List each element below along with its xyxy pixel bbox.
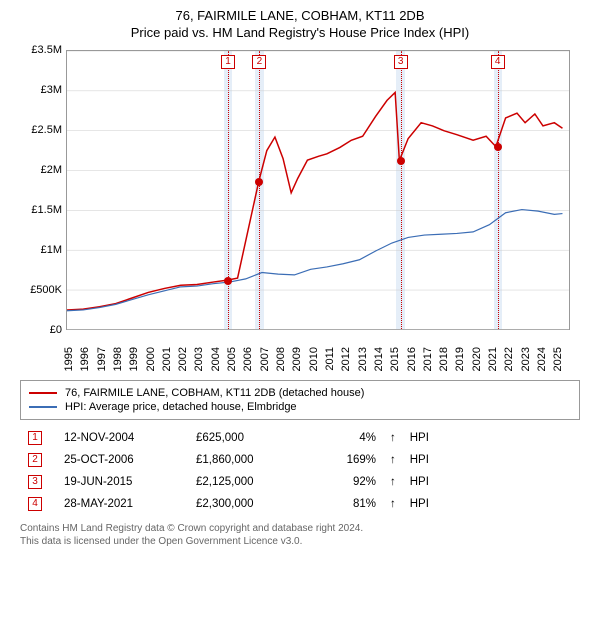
x-axis-label: 2009 [291,347,303,387]
x-axis-label: 2012 [340,347,352,387]
sale-note: HPI [404,494,578,514]
x-axis-label: 2020 [471,347,483,387]
x-axis-label: 2013 [357,347,369,387]
x-axis-label: 2025 [552,347,564,387]
plot-area: 1 2 3 4 [66,50,570,330]
sale-price: £1,860,000 [190,450,320,470]
y-axis-label: £1.5M [31,204,62,216]
sale-pct: 169% [322,450,382,470]
legend-item: 76, FAIRMILE LANE, COBHAM, KT11 2DB (det… [29,387,571,399]
chart-title-subtitle: Price paid vs. HM Land Registry's House … [8,25,592,40]
table-row: 4 28-MAY-2021£2,300,00081%↑HPI [22,494,578,514]
table-row: 1 12-NOV-2004£625,0004%↑HPI [22,428,578,448]
table-row: 2 25-OCT-2006£1,860,000169%↑HPI [22,450,578,470]
sale-pct: 4% [322,428,382,448]
sale-marker-dot [494,143,502,151]
sale-note: HPI [404,472,578,492]
x-axis-label: 2001 [161,347,173,387]
x-axis-label: 2008 [275,347,287,387]
y-axis-label: £3M [41,84,62,96]
x-axis-label: 2022 [503,347,515,387]
footnote-line2: This data is licensed under the Open Gov… [20,535,580,548]
sales-table: 112-NOV-2004£625,0004%↑HPI225-OCT-2006£1… [20,426,580,516]
x-axis-label: 2016 [406,347,418,387]
series-property [67,92,562,310]
sale-marker-box: 4 [491,55,505,69]
table-row: 3 19-JUN-2015£2,125,00092%↑HPI [22,472,578,492]
x-axis-label: 1998 [112,347,124,387]
sale-marker-box: 2 [252,55,266,69]
footnote: Contains HM Land Registry data © Crown c… [20,522,580,548]
legend-swatch [29,406,57,408]
x-axis-label: 2005 [226,347,238,387]
legend-label: HPI: Average price, detached house, Elmb… [65,401,297,413]
x-axis-label: 2018 [438,347,450,387]
y-axis-label: £1M [41,244,62,256]
legend-item: HPI: Average price, detached house, Elmb… [29,401,571,413]
sale-marker-box: 3 [394,55,408,69]
sale-number-badge: 3 [28,475,42,489]
x-axis-label: 1995 [63,347,75,387]
sale-price: £2,125,000 [190,472,320,492]
x-axis-label: 2021 [487,347,499,387]
y-axis-label: £500K [30,284,62,296]
x-axis-label: 1999 [128,347,140,387]
chart-title-address: 76, FAIRMILE LANE, COBHAM, KT11 2DB [8,8,592,23]
x-axis-label: 2004 [210,347,222,387]
y-axis-label: £0 [50,324,62,336]
price-chart: 1234 £0£500K£1M£1.5M£2M£2.5M£3M£3.5M1995… [20,46,580,376]
sale-pct: 81% [322,494,382,514]
x-axis-label: 2006 [242,347,254,387]
sale-date: 19-JUN-2015 [58,472,188,492]
sale-price: £625,000 [190,428,320,448]
x-axis-label: 2002 [177,347,189,387]
sale-marker-dot [397,157,405,165]
x-axis-label: 2017 [422,347,434,387]
x-axis-label: 2019 [454,347,466,387]
arrow-up-icon: ↑ [384,428,402,448]
arrow-up-icon: ↑ [384,472,402,492]
sale-date: 25-OCT-2006 [58,450,188,470]
sale-number-badge: 1 [28,431,42,445]
arrow-up-icon: ↑ [384,494,402,514]
x-axis-label: 2014 [373,347,385,387]
footnote-line1: Contains HM Land Registry data © Crown c… [20,522,580,535]
chart-lines-svg [67,51,569,330]
legend-label: 76, FAIRMILE LANE, COBHAM, KT11 2DB (det… [65,387,364,399]
sale-number-badge: 4 [28,497,42,511]
x-axis-label: 2003 [193,347,205,387]
legend-swatch [29,392,57,394]
sale-marker-dot [224,277,232,285]
sale-price: £2,300,000 [190,494,320,514]
sale-note: HPI [404,450,578,470]
sale-date: 28-MAY-2021 [58,494,188,514]
y-axis-label: £2M [41,164,62,176]
x-axis-label: 2024 [536,347,548,387]
x-axis-label: 1996 [79,347,91,387]
sale-number-badge: 2 [28,453,42,467]
x-axis-label: 2015 [389,347,401,387]
arrow-up-icon: ↑ [384,450,402,470]
sale-marker-box: 1 [221,55,235,69]
x-axis-label: 2007 [259,347,271,387]
x-axis-label: 2023 [520,347,532,387]
y-axis-label: £3.5M [31,44,62,56]
sale-note: HPI [404,428,578,448]
x-axis-label: 2010 [308,347,320,387]
x-axis-label: 2011 [324,347,336,387]
sale-marker-dot [255,178,263,186]
y-axis-label: £2.5M [31,124,62,136]
x-axis-label: 1997 [96,347,108,387]
sale-pct: 92% [322,472,382,492]
sale-date: 12-NOV-2004 [58,428,188,448]
x-axis-label: 2000 [145,347,157,387]
